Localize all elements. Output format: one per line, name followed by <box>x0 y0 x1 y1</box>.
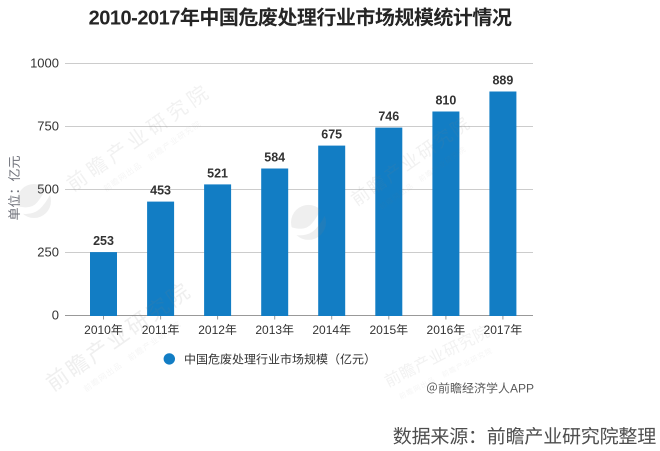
svg-text:889: 889 <box>492 74 513 88</box>
svg-text:810: 810 <box>435 94 456 108</box>
svg-text:453: 453 <box>150 184 171 198</box>
svg-text:1000: 1000 <box>30 56 59 71</box>
svg-text:2017年: 2017年 <box>484 323 523 337</box>
svg-text:2011年: 2011年 <box>142 323 180 337</box>
svg-text:2016年: 2016年 <box>427 323 466 337</box>
svg-text:0: 0 <box>52 308 59 323</box>
svg-text:584: 584 <box>264 151 285 165</box>
svg-text:500: 500 <box>37 182 59 197</box>
svg-text:＠前瞻经济学人APP: ＠前瞻经济学人APP <box>426 382 534 396</box>
svg-text:750: 750 <box>37 119 59 134</box>
svg-text:2014年: 2014年 <box>312 323 351 337</box>
svg-text:250: 250 <box>37 245 59 260</box>
svg-text:数据来源：前瞻产业研究院整理: 数据来源：前瞻产业研究院整理 <box>393 426 656 448</box>
svg-text:2010年: 2010年 <box>84 323 123 337</box>
svg-text:2013年: 2013年 <box>255 323 294 337</box>
svg-text:中国危废处理行业市场规模（亿元）: 中国危废处理行业市场规模（亿元） <box>184 353 376 367</box>
svg-text:675: 675 <box>321 128 342 142</box>
svg-text:2015年: 2015年 <box>369 323 408 337</box>
svg-text:单位：亿元: 单位：亿元 <box>7 155 22 220</box>
svg-text:746: 746 <box>378 110 399 124</box>
svg-text:2010-2017年中国危废处理行业市场规模统计情况: 2010-2017年中国危废处理行业市场规模统计情况 <box>89 7 512 30</box>
svg-text:521: 521 <box>207 166 228 180</box>
svg-text:253: 253 <box>93 234 114 248</box>
svg-text:2012年: 2012年 <box>198 323 237 337</box>
